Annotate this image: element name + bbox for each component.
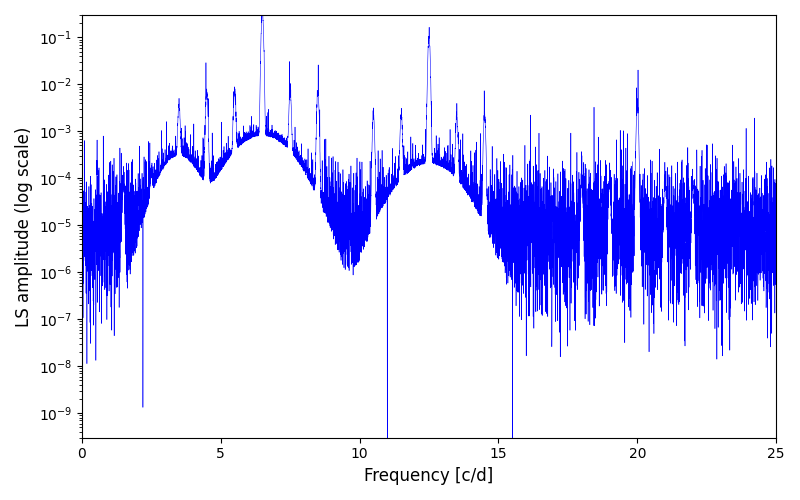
Y-axis label: LS amplitude (log scale): LS amplitude (log scale) — [15, 126, 33, 326]
X-axis label: Frequency [c/d]: Frequency [c/d] — [364, 467, 494, 485]
